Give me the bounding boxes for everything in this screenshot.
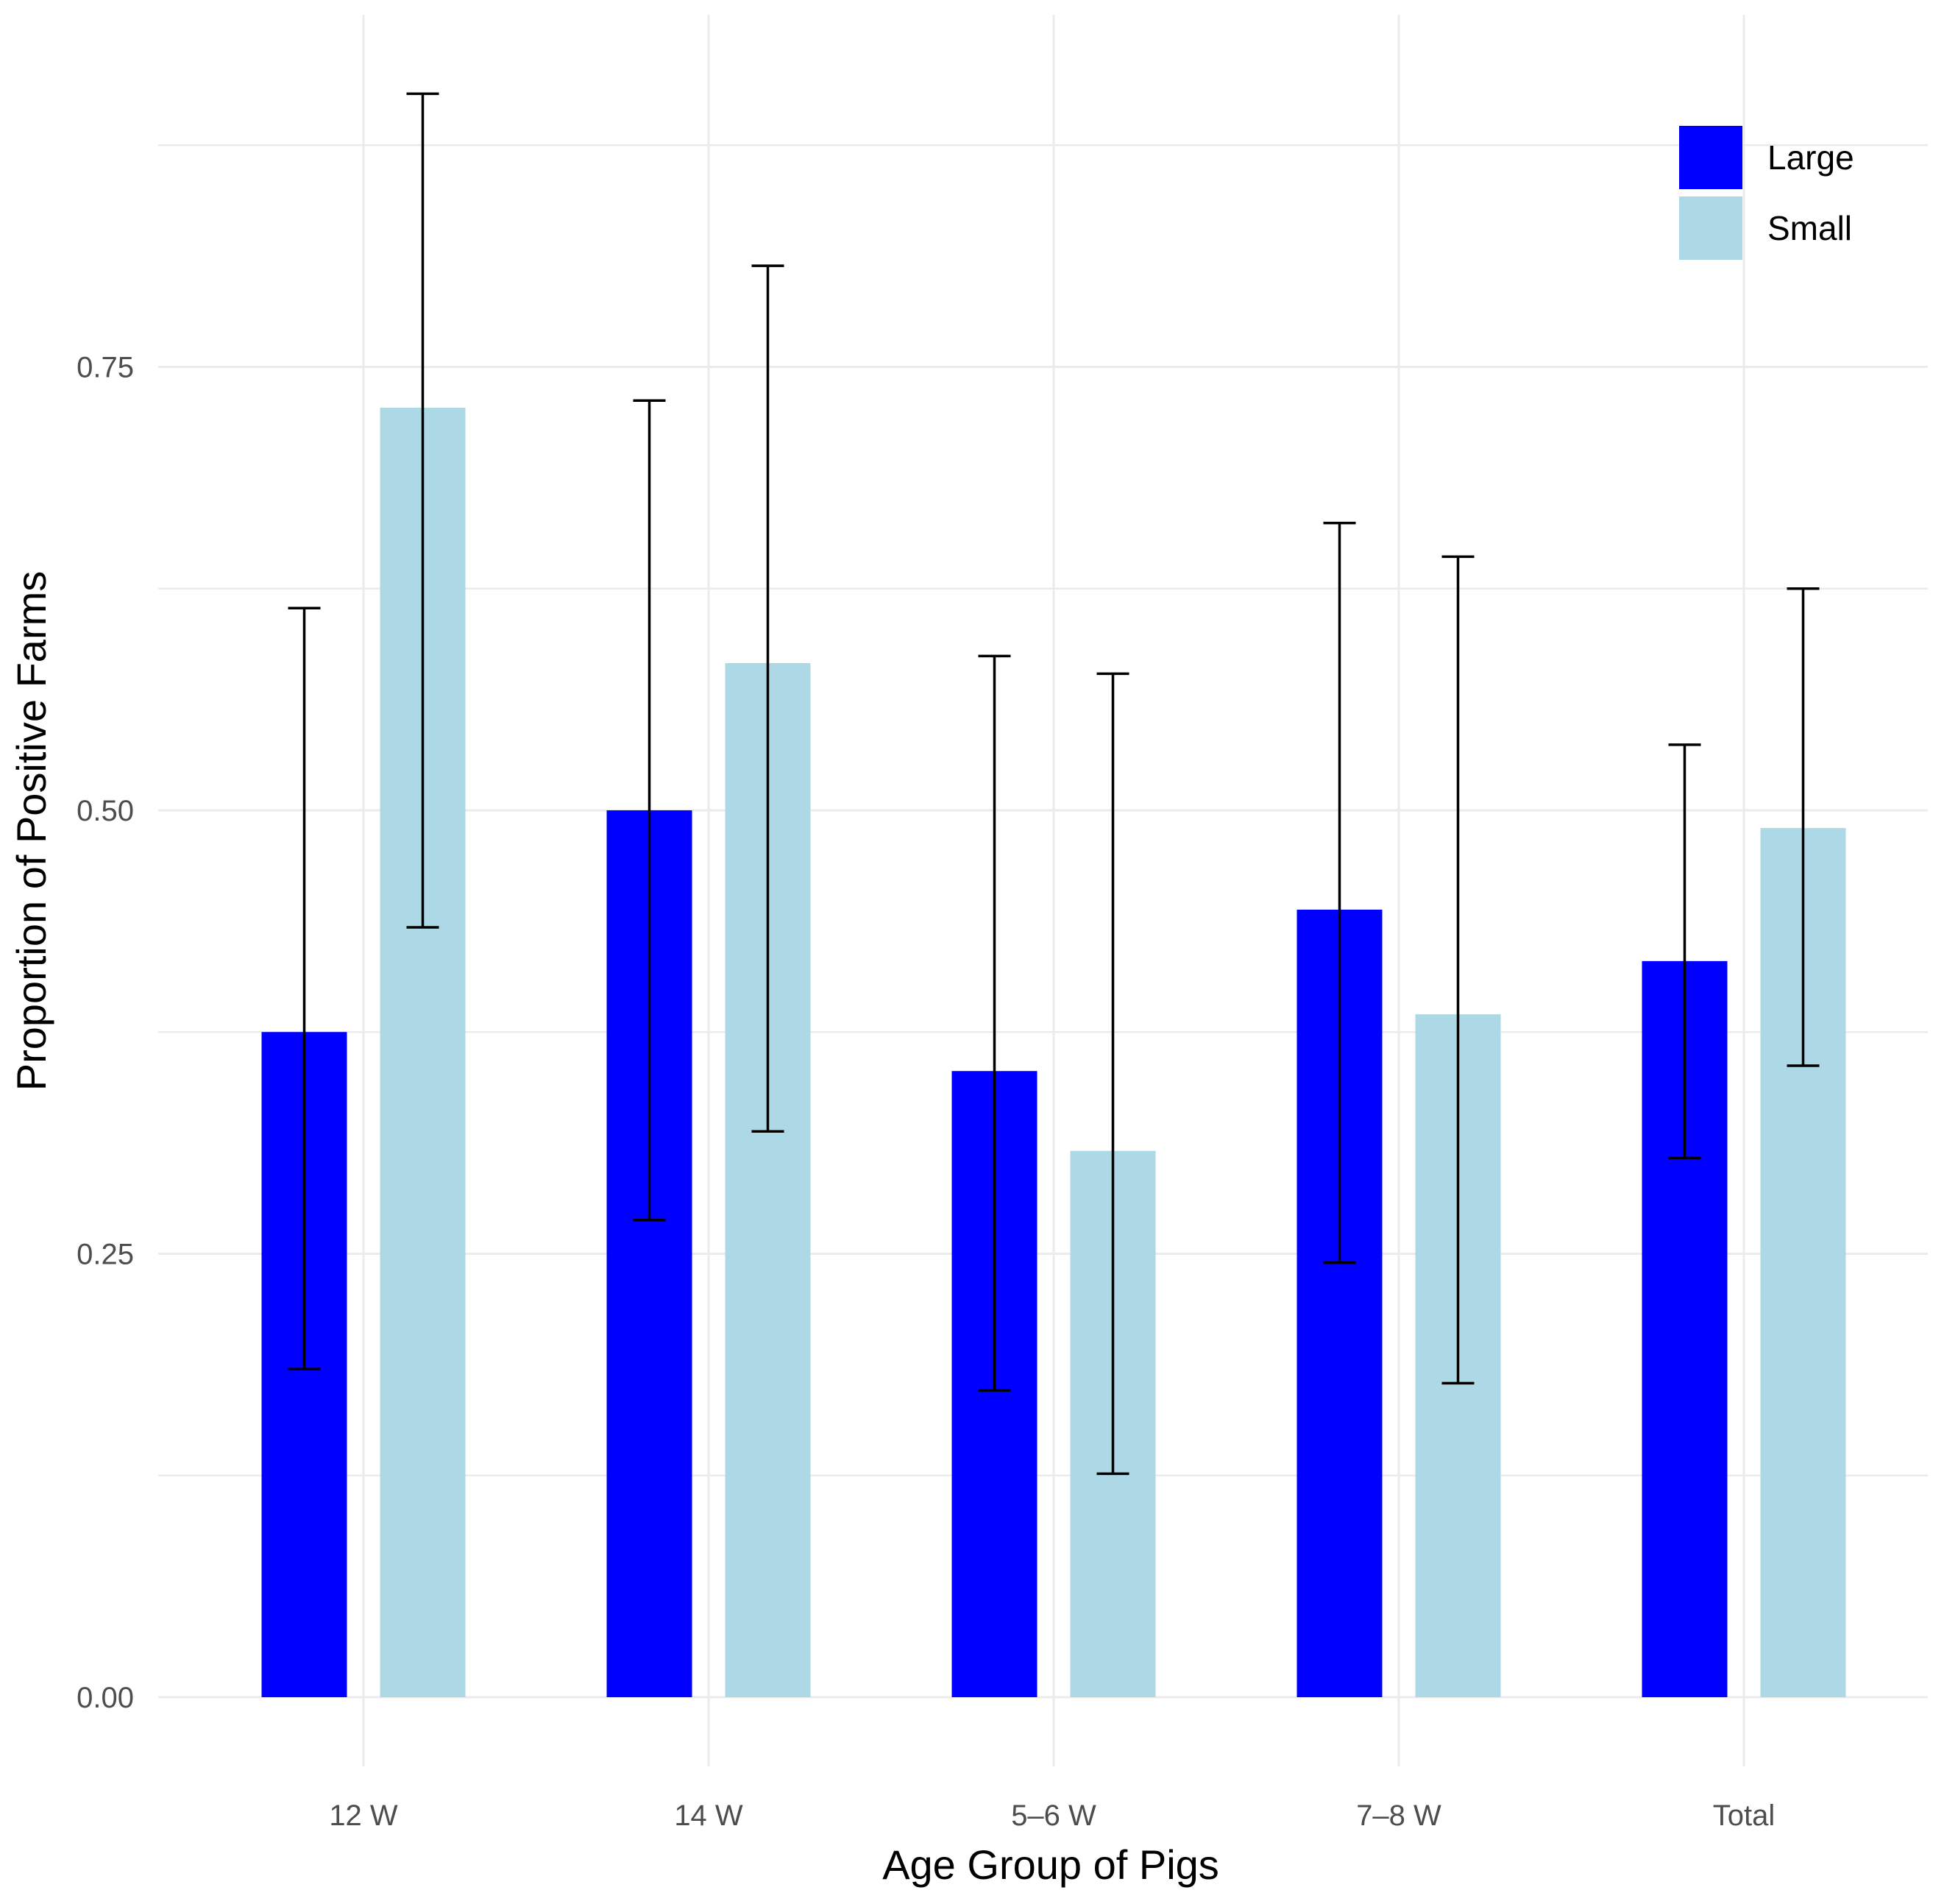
error-bar-large	[1323, 521, 1356, 1264]
x-tick-label: 12 W	[329, 1799, 398, 1832]
legend-label-large: Large	[1767, 138, 1854, 177]
error-bar-small	[1787, 587, 1820, 1067]
error-bar-layer	[288, 92, 1820, 1476]
error-bar-large	[633, 399, 666, 1222]
legend: Large Small	[1679, 126, 1854, 260]
legend-label-small: Small	[1767, 209, 1852, 247]
x-tick-label: 5–6 W	[1011, 1799, 1096, 1832]
error-bar-small	[1441, 555, 1475, 1385]
error-bar-small	[406, 92, 439, 929]
error-bar-large	[288, 606, 321, 1370]
y-tick-label: 0.00	[77, 1682, 134, 1714]
error-bar-large	[1668, 743, 1701, 1160]
y-tick-label: 0.50	[77, 795, 134, 827]
axis-layer: 0.00 0.25 0.50 0.75 12 W 14 W 5–6 W 7–8 W Total	[77, 352, 1775, 1833]
error-bar-small	[1096, 672, 1129, 1476]
legend-key-small	[1679, 197, 1742, 260]
x-tick-label: 14 W	[674, 1799, 743, 1832]
error-bar-large	[978, 654, 1011, 1392]
y-tick-label: 0.25	[77, 1239, 134, 1271]
x-tick-label: 7–8 W	[1356, 1799, 1441, 1832]
y-tick-label: 0.75	[77, 352, 134, 384]
error-bar-small	[751, 264, 784, 1133]
bar-layer	[261, 407, 1846, 1698]
y-axis-title: Proportion of Positive Farms	[8, 571, 54, 1091]
legend-key-large	[1679, 126, 1742, 189]
x-tick-label: Total	[1713, 1799, 1776, 1832]
x-axis-title: Age Group of Pigs	[882, 1841, 1219, 1888]
